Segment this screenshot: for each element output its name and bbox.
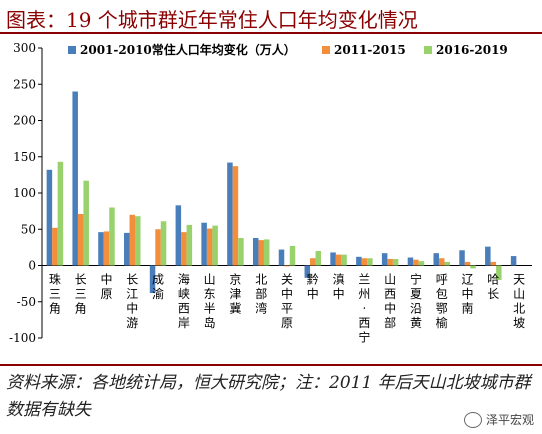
bar-series-1 xyxy=(46,169,53,266)
bar-series-1 xyxy=(356,256,362,266)
bar-series-3 xyxy=(418,261,425,266)
bar-series-3 xyxy=(83,180,89,266)
legend-swatch-2 xyxy=(322,46,330,54)
category-label: 成渝 xyxy=(152,273,164,302)
bar-series-1 xyxy=(381,253,388,266)
bar-series-1 xyxy=(149,265,156,294)
bar-chart: -100 -50 0 50 100 150 200 250 300 珠三角 长三角 中原 长江中游 成渝海… xyxy=(9,41,532,345)
bar-series-3 xyxy=(367,258,373,266)
bar-series-2 xyxy=(361,258,368,266)
bar-series-1 xyxy=(227,162,233,266)
bar-series-2 xyxy=(284,265,290,267)
y-tick-label: 50 xyxy=(21,222,36,236)
bar-series-3 xyxy=(496,265,502,280)
bar-series-2 xyxy=(490,261,497,266)
y-tick-label: -100 xyxy=(9,331,36,345)
y-tick-label: 150 xyxy=(13,150,36,164)
bar-series-1 xyxy=(433,253,439,266)
category-label: 天山北坡 xyxy=(513,273,525,331)
bar-series-1 xyxy=(459,250,465,266)
bar-series-2 xyxy=(335,254,342,266)
category-label: 长江中游 xyxy=(126,273,138,331)
bar-series-3 xyxy=(135,216,141,266)
bar-series-3 xyxy=(263,239,270,266)
legend-swatch-1 xyxy=(68,46,76,54)
category-label: 辽中南 xyxy=(462,273,474,316)
bar-series-3 xyxy=(212,225,218,266)
bar-series-2 xyxy=(438,258,445,266)
bar-series-1 xyxy=(201,222,207,266)
bar-series-1 xyxy=(407,257,414,266)
y-tick-label: 250 xyxy=(13,77,36,91)
bar-series-2 xyxy=(77,214,84,266)
watermark-text: 泽平宏观 xyxy=(485,412,534,427)
bar-series-3 xyxy=(341,254,347,266)
bar-series-1 xyxy=(278,249,285,266)
source-bar: 资料来源：各地统计局，恒大研究院；注：2011 年后天山北坡城市群数据有缺失 泽… xyxy=(0,364,542,434)
category-label: 珠三角 xyxy=(49,273,61,316)
legend-label-2: 2011-2015 xyxy=(334,43,406,57)
y-tick-label: 300 xyxy=(13,41,36,55)
title-bar: 图表：19 个城市群近年常住人口年均变化情况 xyxy=(0,0,542,34)
bar-series-3 xyxy=(470,265,476,269)
bar-series-2 xyxy=(52,227,58,266)
category-label: 京津冀 xyxy=(229,273,241,316)
bar-series-3 xyxy=(160,221,167,266)
bar-series-1 xyxy=(330,252,336,266)
category-label: 海峡西岸 xyxy=(178,272,190,331)
bar-series-1 xyxy=(252,237,259,266)
bar-series-1 xyxy=(485,246,491,266)
bar-series-2 xyxy=(464,261,471,266)
category-label: 山东半岛 xyxy=(204,273,216,331)
bar-series-2 xyxy=(103,231,110,266)
source-note: 资料来源：各地统计局，恒大研究院；注：2011 年后天山北坡城市群数据有缺失 xyxy=(6,373,531,420)
category-label: 滇中 xyxy=(333,273,345,302)
category-label: 哈长 xyxy=(487,273,499,302)
wechat-icon xyxy=(463,412,482,428)
bar-series-3 xyxy=(186,224,193,266)
bar-series-3 xyxy=(444,261,450,266)
bar-series-3 xyxy=(289,245,296,266)
category-label: 山西中部 xyxy=(384,273,396,331)
legend-label-3: 2016-2019 xyxy=(436,43,508,57)
watermark: 泽平宏观 xyxy=(463,411,534,428)
bar-series-2 xyxy=(155,229,161,266)
category-label: 中原 xyxy=(100,272,112,302)
y-tick-label: 100 xyxy=(13,186,36,200)
bar-series-2 xyxy=(129,214,136,266)
bar-series-2 xyxy=(258,240,264,266)
legend-label-1: 2001-2010常住人口年均变化（万人） xyxy=(80,42,296,57)
category-label: 关中平原 xyxy=(281,273,293,331)
y-tick-label: -50 xyxy=(17,295,36,309)
category-label: 呼包鄂榆 xyxy=(436,273,448,331)
bar-series-2 xyxy=(387,258,393,266)
category-label: 兰州‧西宁 xyxy=(358,273,370,345)
bar-series-1 xyxy=(98,232,104,266)
bar-series-2 xyxy=(310,258,316,266)
bar-series-2 xyxy=(413,259,419,266)
category-label: 宁夏沿黄 xyxy=(410,272,422,331)
bar-series-2 xyxy=(232,166,239,266)
category-label: 北部湾 xyxy=(255,273,267,316)
bar-series-1 xyxy=(304,265,311,278)
bar-series-2 xyxy=(206,228,213,266)
bar-series-1 xyxy=(175,205,182,266)
bar-series-3 xyxy=(392,258,399,266)
y-tick-label: 200 xyxy=(13,114,36,128)
category-label: 黔中 xyxy=(307,272,319,302)
bar-series-1 xyxy=(510,256,517,266)
chart-title: 图表：19 个城市群近年常住人口年均变化情况 xyxy=(6,8,418,32)
bar-series-2 xyxy=(181,232,187,266)
y-tick-label: 0 xyxy=(28,259,36,273)
bar-series-3 xyxy=(238,237,244,266)
legend-swatch-3 xyxy=(424,46,432,54)
bar-series-1 xyxy=(72,91,78,266)
bar-series-3 xyxy=(57,161,64,266)
bar-series-1 xyxy=(124,232,130,266)
category-label: 长三角 xyxy=(75,273,87,316)
bar-series-3 xyxy=(109,207,115,266)
bar-series-3 xyxy=(315,251,322,266)
